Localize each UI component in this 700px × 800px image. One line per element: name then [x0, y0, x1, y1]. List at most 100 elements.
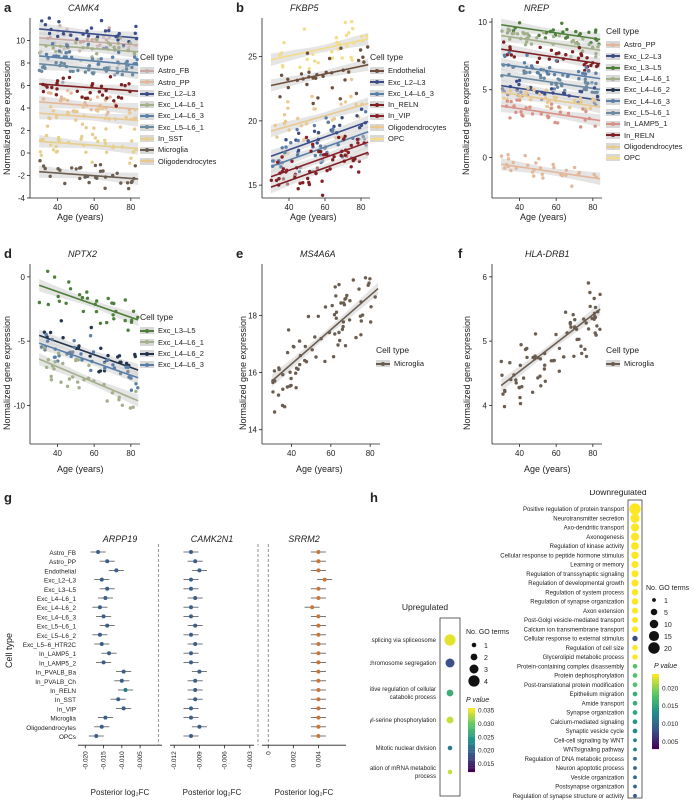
point-Exc_L4–L6_3 — [86, 42, 91, 46]
up-title: Upregulated — [402, 602, 449, 612]
point-Exc_L4–L6_1 — [53, 360, 57, 364]
point-Exc_L4–L6_1 — [95, 52, 99, 56]
trend-line-Oligodendrocytes — [501, 91, 601, 108]
point-Exc_L4–L6_1 — [134, 389, 138, 394]
up-colorbar — [468, 725, 475, 728]
point-Exc_L3–L5 — [131, 309, 136, 313]
point-Microglia — [586, 327, 591, 331]
point-Oligodendrocytes — [286, 100, 290, 104]
estimate-point — [316, 559, 321, 564]
down-term-label: Synaptic vesicle cycle — [566, 729, 625, 735]
point-Microglia — [508, 361, 512, 365]
point-Exc_L4–L6_3 — [96, 62, 100, 67]
point-Microglia — [343, 344, 348, 348]
point-In_RELN — [277, 177, 281, 181]
legend-swatch — [370, 101, 384, 109]
legend-e: Cell type Microglia — [376, 345, 424, 370]
point-Microglia — [271, 390, 275, 394]
point-In_RELN — [55, 79, 60, 83]
down-term-bubble — [632, 710, 638, 715]
point-In_SST — [79, 137, 83, 141]
up-colorbar — [468, 770, 475, 773]
up-colorbar — [468, 738, 475, 741]
y-tick-label-a: 6 — [21, 82, 26, 91]
point-Microglia — [126, 186, 131, 191]
point-Exc_L4–L6_3 — [271, 159, 275, 163]
point-Exc_L4–L6_2 — [48, 330, 53, 335]
point-Astro_PP — [564, 168, 569, 172]
point-Oligodendrocytes — [54, 115, 59, 120]
estimate-point — [121, 669, 126, 674]
y-tick-label-a: 2 — [21, 127, 26, 136]
point-Microglia — [341, 301, 346, 305]
point-Astro_PP — [502, 166, 507, 170]
point-Exc_L5–L6_1 — [124, 61, 128, 65]
point-Exc_L2–L3 — [40, 19, 44, 23]
point-Exc_L2–L3 — [61, 32, 66, 36]
point-Astro_PP — [526, 163, 530, 167]
point-Exc_L3–L5 — [560, 21, 564, 25]
point-Exc_L3–L5 — [112, 301, 116, 306]
point-Microglia — [286, 328, 291, 332]
y-tick-label-f: 5 — [483, 337, 488, 346]
estimate-point — [189, 550, 193, 554]
trend-line-Microglia — [39, 170, 139, 180]
up-colorbar — [468, 720, 475, 723]
point-Exc_L4–L6_1 — [110, 391, 115, 395]
point-Exc_L2–L3 — [312, 129, 317, 133]
point-In_LAMP5_1 — [558, 110, 563, 114]
point-Exc_L5–L6_1 — [54, 61, 58, 65]
point-In_RELN — [535, 60, 540, 64]
estimate-point — [123, 688, 128, 692]
point-Exc_L3–L5 — [56, 294, 60, 299]
point-Exc_L4–L6_3 — [126, 365, 130, 370]
legend-item: Oligodendrocytes — [140, 156, 216, 167]
down-colorbar — [652, 731, 659, 733]
estimate-point — [316, 568, 321, 573]
point-In_VIP — [298, 181, 302, 185]
up-term-label: process — [415, 774, 436, 780]
point-OPC — [305, 57, 309, 62]
estimate-point — [189, 706, 193, 711]
point-Oligodendrocytes — [545, 100, 550, 105]
point-In_RELN — [295, 166, 299, 170]
point-Exc_L4–L6_1 — [106, 41, 111, 45]
point-Exc_L4–L6_1 — [74, 41, 78, 45]
point-In_LAMP5_1 — [566, 111, 571, 116]
xlabel-g: Posterior log₂FC — [183, 788, 242, 797]
legend-swatch — [370, 112, 384, 120]
point-Exc_L4–L6_3 — [45, 339, 50, 343]
point-Microglia — [87, 180, 91, 185]
point-Exc_L5–L6_1 — [524, 70, 528, 75]
point-Endothelial — [343, 78, 347, 82]
point-Exc_L4–L6_2 — [133, 354, 137, 359]
point-Exc_L4–L6_3 — [136, 386, 140, 390]
up-term-bubble — [445, 658, 455, 668]
point-Oligodendrocytes — [66, 111, 70, 115]
point-OPC — [330, 56, 335, 60]
point-Microglia — [551, 359, 555, 363]
y-tick-label-a: -4 — [18, 194, 26, 203]
point-Microglia — [525, 355, 529, 360]
point-Exc_L3–L5 — [94, 309, 99, 314]
point-Exc_L4–L6_3 — [129, 388, 134, 392]
point-Astro_PP — [106, 110, 110, 115]
point-Astro_PP — [532, 174, 536, 178]
point-Exc_L4–L6_2 — [106, 353, 110, 358]
legend-label: OPC — [624, 153, 641, 163]
up-size-key — [471, 642, 477, 648]
legend-swatch — [606, 41, 620, 49]
down-term-label: Cell-cell signaling by WNT — [554, 738, 624, 744]
down-size-label: 20 — [664, 646, 672, 653]
down-colorbar — [652, 726, 659, 729]
point-In_SST — [39, 153, 43, 158]
point-Exc_L2–L3 — [89, 26, 94, 30]
point-Microglia — [337, 330, 341, 335]
estimate-point — [193, 688, 198, 692]
down-term-label: Learning or memory — [570, 563, 624, 569]
estimate-point — [105, 586, 110, 591]
point-Microglia — [333, 332, 337, 336]
point-In_VIP — [356, 141, 360, 145]
point-Microglia — [584, 321, 588, 325]
estimate-point — [96, 550, 101, 554]
